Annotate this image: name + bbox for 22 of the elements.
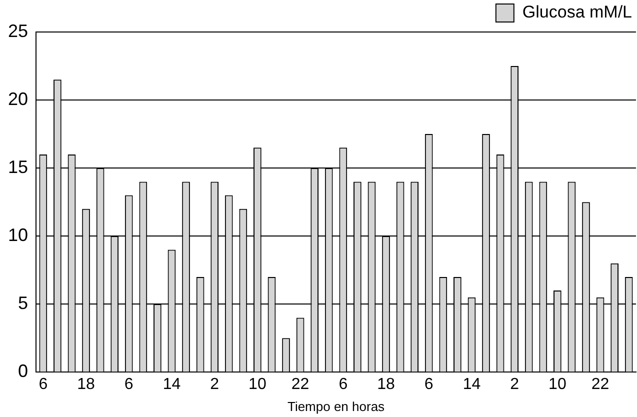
x-tick-label: 18 xyxy=(377,376,396,394)
y-tick-label: 10 xyxy=(8,225,28,246)
x-tick-label: 6 xyxy=(338,376,348,394)
x-tick-label: 10 xyxy=(548,376,566,394)
y-tick-label: 25 xyxy=(8,20,28,41)
x-tick-label: 10 xyxy=(248,376,266,394)
x-tick-label: 2 xyxy=(510,376,520,394)
x-tick-label: 2 xyxy=(210,376,220,394)
y-tick-label: 20 xyxy=(8,89,28,110)
y-tick-label: 5 xyxy=(18,293,28,314)
x-tick-label: 14 xyxy=(462,376,481,394)
y-tick-label: 15 xyxy=(8,157,28,178)
x-tick-label: 18 xyxy=(77,376,96,394)
x-tick-label: 6 xyxy=(38,376,48,394)
x-tick-label: 22 xyxy=(591,376,610,394)
x-axis-title: Tiempo en horas xyxy=(287,398,386,414)
x-tick-label: 6 xyxy=(424,376,434,394)
y-tick-label: 0 xyxy=(18,361,28,382)
x-tick-label: 14 xyxy=(162,376,181,394)
x-tick-label: 6 xyxy=(124,376,134,394)
legend-label: Glucosa mM/L xyxy=(522,2,632,22)
x-tick-label: 22 xyxy=(291,376,310,394)
